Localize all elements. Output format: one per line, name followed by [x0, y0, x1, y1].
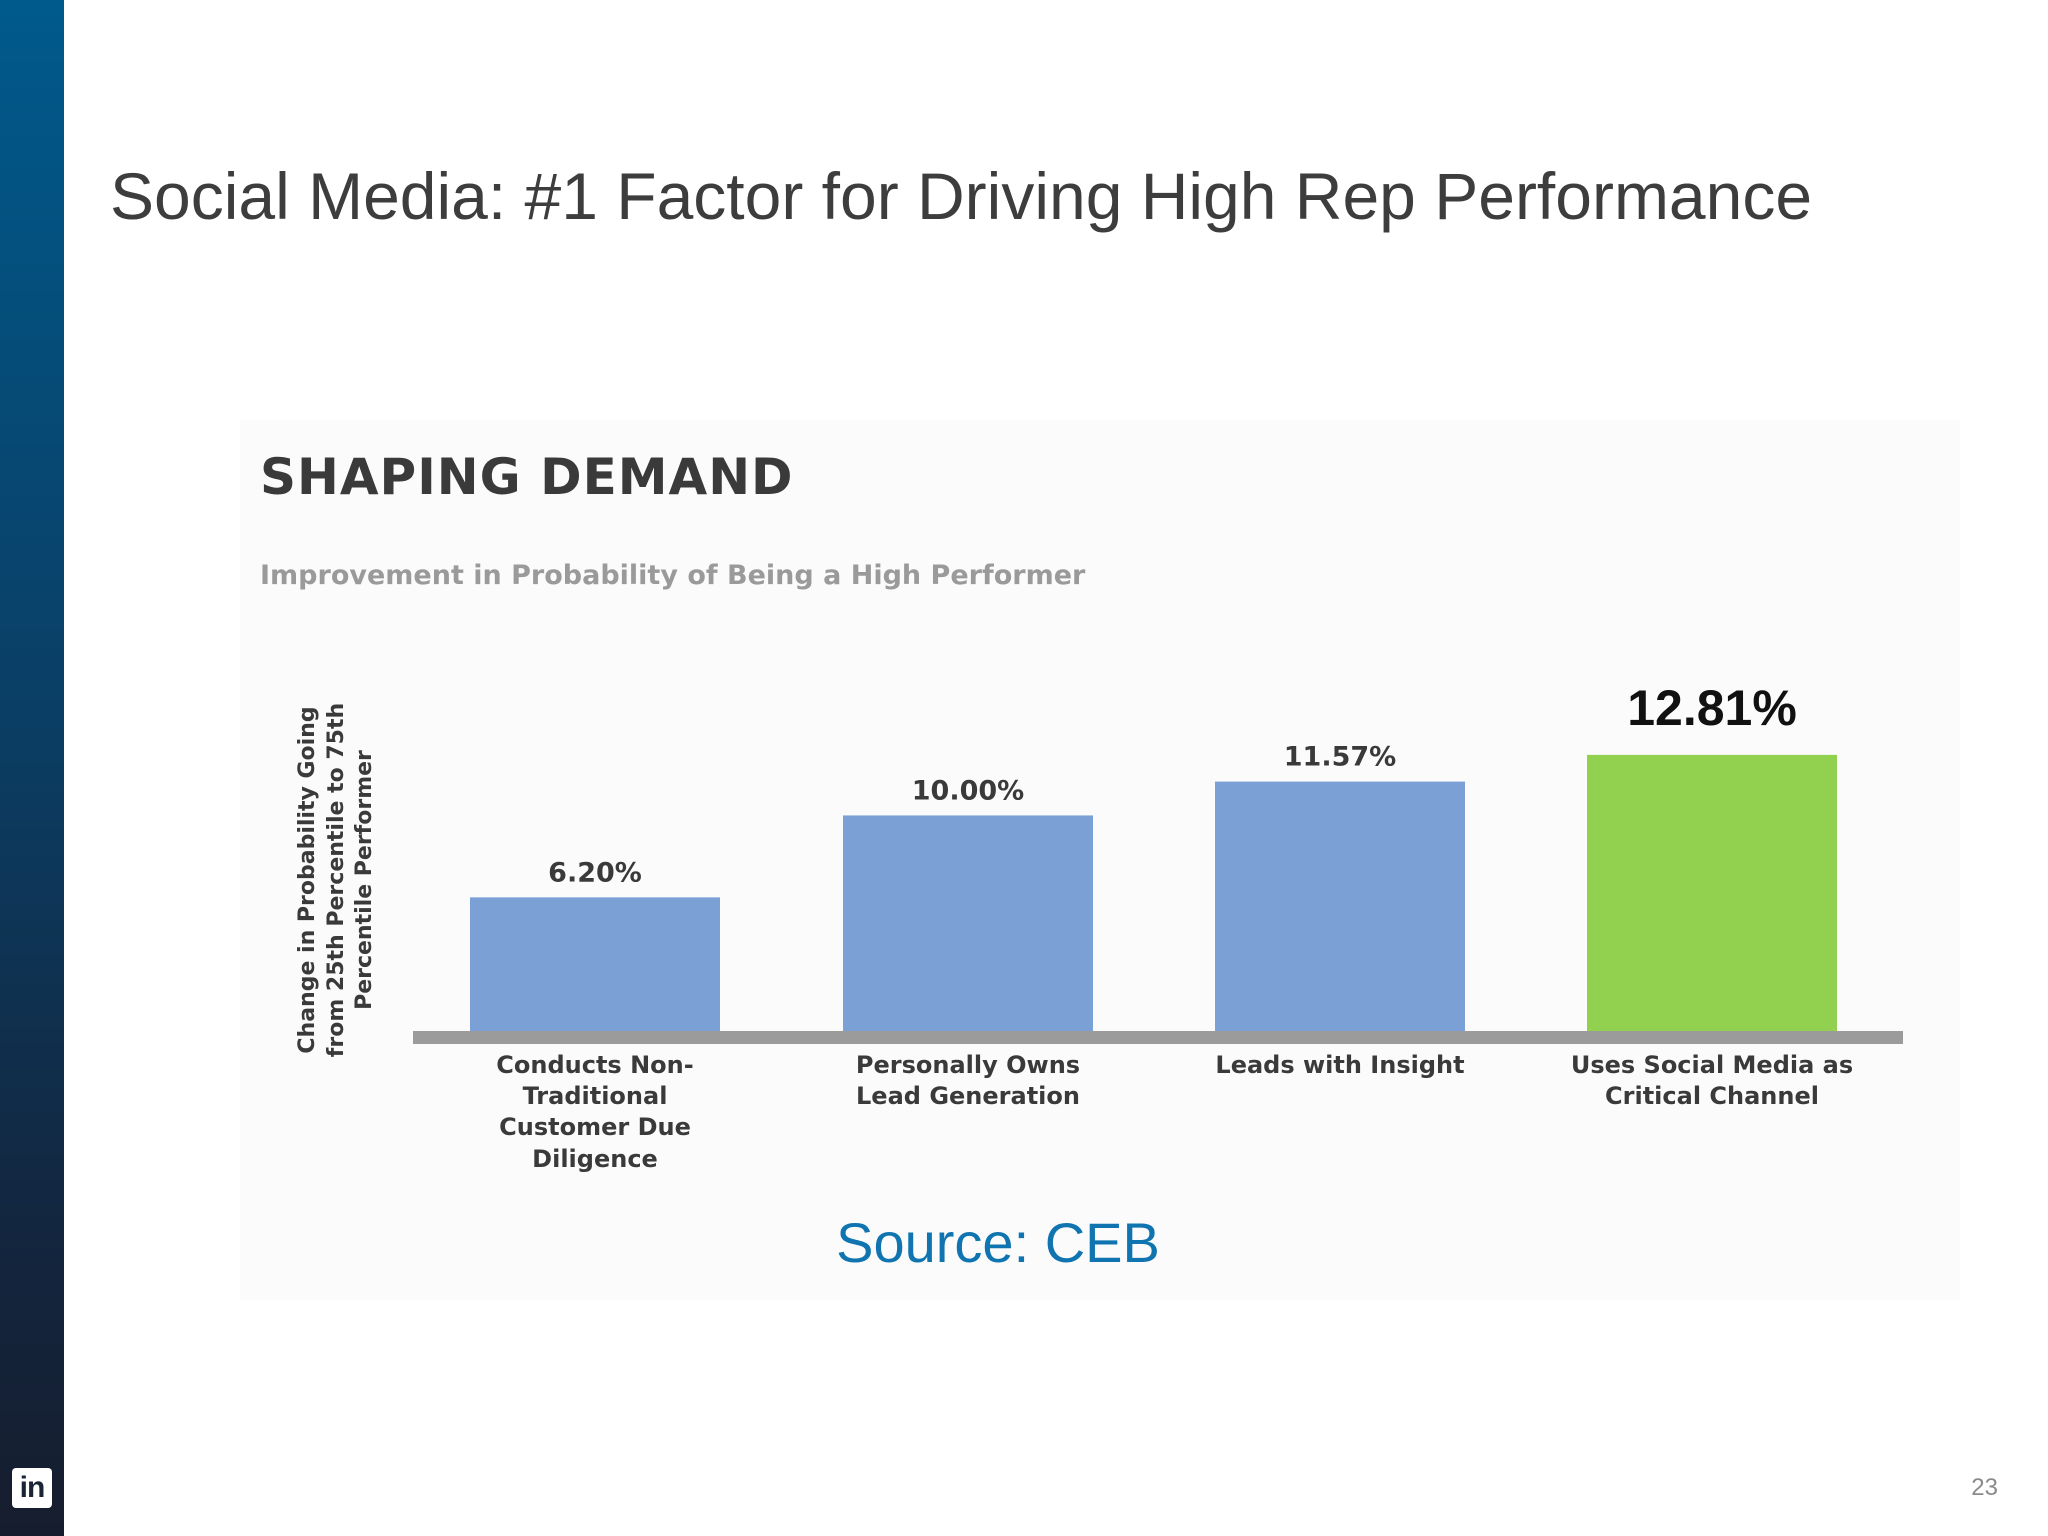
source-note: Source: CEB — [836, 1211, 1160, 1274]
slide-title: Social Media: #1 Factor for Driving High… — [110, 159, 1813, 233]
category-label-3: Leads with Insight — [1215, 1051, 1465, 1079]
data-label-2: 10.00% — [912, 775, 1024, 806]
chart-subtitle: Improvement in Probability of Being a Hi… — [260, 560, 1086, 591]
category-label-2: Personally Owns Lead Generation — [855, 1051, 1081, 1111]
data-label-3: 11.57% — [1284, 742, 1396, 773]
x-axis-baseline — [413, 1031, 1903, 1044]
data-label-4: 12.81% — [1627, 680, 1797, 736]
data-label-1: 6.20% — [548, 857, 642, 888]
chart-title: SHAPING DEMAND — [260, 448, 794, 506]
bar-3 — [1215, 781, 1465, 1031]
bar-1 — [470, 897, 720, 1031]
bar-4 — [1587, 754, 1837, 1031]
bar-2 — [843, 815, 1093, 1031]
linkedin-logo-icon: in — [12, 1468, 52, 1508]
category-label-1: Conducts Non- Traditional Customer Due D… — [496, 1051, 694, 1173]
page-number: 23 — [1971, 1474, 1998, 1501]
side-accent-bar — [0, 0, 64, 1536]
category-label-4: Uses Social Media as Critical Channel — [1570, 1051, 1854, 1111]
